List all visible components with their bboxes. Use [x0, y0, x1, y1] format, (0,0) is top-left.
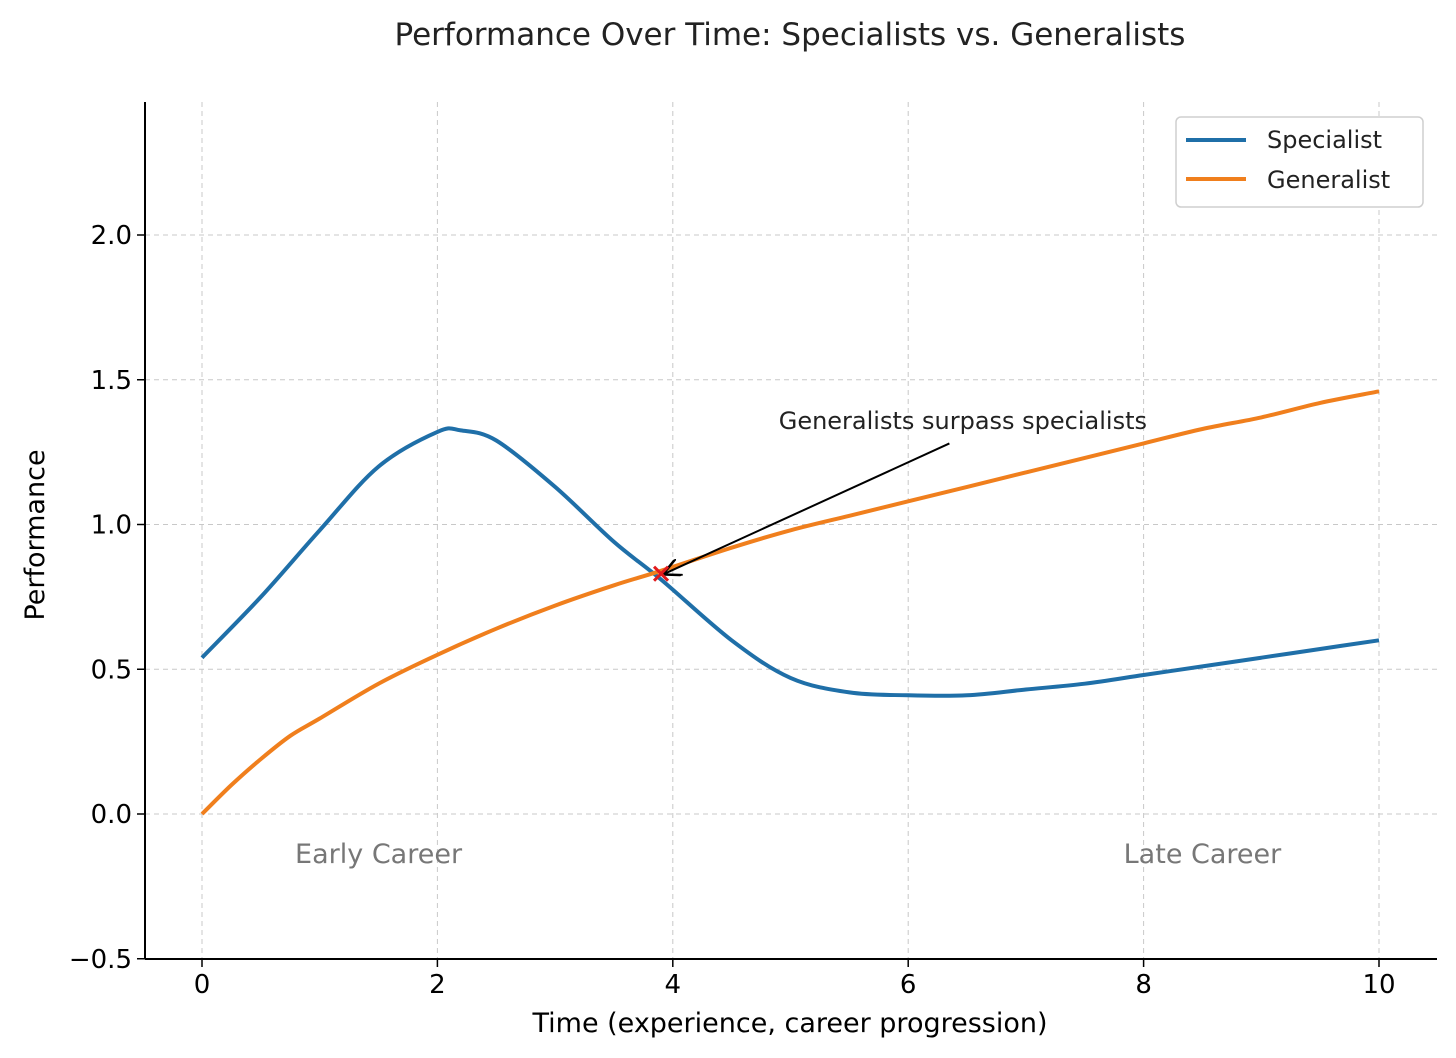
early-career-label: Early Career	[295, 839, 463, 870]
y-tick-label: −0.5	[69, 945, 132, 975]
series-line-generalist	[200, 389, 1380, 816]
legend-label-generalist: Generalist	[1267, 166, 1390, 194]
x-tick-label: 4	[665, 970, 682, 1000]
legend-label-specialist: Specialist	[1267, 126, 1382, 154]
y-tick-label: 0.0	[91, 800, 132, 830]
x-tick-label: 10	[1362, 970, 1395, 1000]
x-tick-label: 2	[429, 970, 446, 1000]
y-axis-title: Performance	[20, 449, 51, 620]
axis-ticks: 0 2 4 6 8 10 −0.5 0.0 0.5 1.0 1.5 2.0	[69, 221, 1396, 1000]
grid	[145, 102, 1437, 959]
x-tick-label: 8	[1135, 970, 1152, 1000]
chart-title: Performance Over Time: Specialists vs. G…	[395, 17, 1186, 53]
y-tick-label: 1.0	[91, 511, 132, 541]
series-line-specialist	[200, 426, 1380, 698]
crossover-marker	[652, 565, 670, 582]
x-axis-title: Time (experience, career progression)	[531, 1008, 1047, 1039]
y-tick-label: 1.5	[91, 366, 132, 396]
annotation-arrow	[665, 442, 950, 573]
x-tick-label: 0	[194, 970, 211, 1000]
crossover-marker-stroke	[652, 565, 670, 582]
y-tick-label: 0.5	[91, 655, 132, 685]
series-lines	[200, 389, 1380, 816]
late-career-label: Late Career	[1124, 839, 1282, 870]
annotations: Generalists surpass specialists Early Car…	[295, 407, 1282, 870]
legend: Specialist Generalist	[1175, 116, 1424, 208]
y-tick-label: 2.0	[91, 221, 132, 251]
x-tick-label: 6	[900, 970, 917, 1000]
annotation-text: Generalists surpass specialists	[779, 407, 1147, 435]
